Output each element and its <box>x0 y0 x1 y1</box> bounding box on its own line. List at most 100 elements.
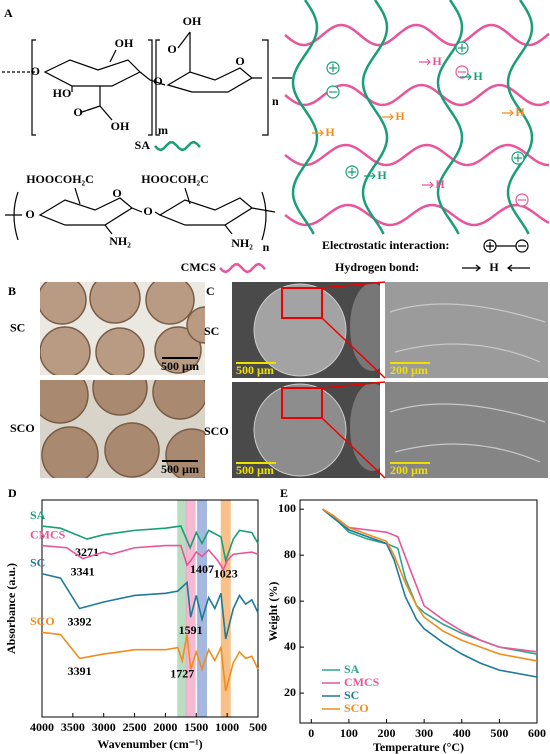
h-bond-arrow <box>460 73 472 81</box>
series-line <box>41 525 259 564</box>
panel-label: D <box>8 486 17 500</box>
series-label: SCO <box>30 614 55 628</box>
scale-bar <box>390 462 430 464</box>
bead <box>186 306 205 344</box>
y-tick-label: 40 <box>284 639 296 653</box>
panel-label: E <box>280 486 288 500</box>
bead <box>154 326 202 374</box>
cmcs-chain <box>284 23 550 47</box>
chem-label: OH <box>115 36 134 50</box>
peak-band <box>185 500 196 717</box>
cmcs-wave <box>219 262 266 274</box>
bracket <box>155 39 269 136</box>
x-tick-label: 4000 <box>30 720 54 734</box>
sa-chain <box>436 0 464 235</box>
bracket <box>5 191 276 241</box>
zoom-box <box>281 387 323 419</box>
chem-label: OH <box>183 14 202 28</box>
x-tick-label: 1000 <box>215 720 239 734</box>
x-axis-label: Temperature (°C) <box>373 740 464 754</box>
x-tick-label: 2000 <box>153 720 177 734</box>
peak-label: 1591 <box>179 623 203 637</box>
x-tick-label: 2500 <box>123 720 147 734</box>
scale-label: 500 µm <box>236 363 274 377</box>
peak-band <box>220 500 231 717</box>
charge-sign <box>514 154 522 162</box>
bead <box>95 327 145 375</box>
legend-label: Hydrogen bond: <box>335 260 419 274</box>
scale-label: 500 µm <box>161 359 199 373</box>
x-tick-label: 500 <box>249 720 267 734</box>
hydrogen-label: H <box>432 54 442 68</box>
legend-label: SC <box>344 688 359 702</box>
x-tick-label: 400 <box>453 726 471 740</box>
scale-bar <box>162 357 198 359</box>
x-axis-label: Wavenumber (cm⁻¹) <box>97 737 202 751</box>
scale-bar <box>236 462 276 464</box>
peak-label: 1407 <box>190 562 214 576</box>
x-tick-label: 100 <box>340 726 358 740</box>
bead <box>165 428 205 478</box>
zoom-line <box>321 281 386 379</box>
x-tick-label: 200 <box>378 726 396 740</box>
peak-label: 1727 <box>170 666 194 680</box>
y-tick-label: 100 <box>278 501 296 515</box>
chem-label: O <box>235 54 244 68</box>
series-label: SA <box>30 508 46 522</box>
hydrogen-label: H <box>473 69 483 83</box>
chem-label: NH₂ <box>231 236 253 250</box>
row-label: SC <box>10 320 25 334</box>
row-label: SC <box>204 324 219 338</box>
chem-label: n <box>272 94 279 108</box>
bead <box>89 282 141 324</box>
legend-label: CMCS <box>344 675 380 689</box>
charge-sign <box>348 168 356 176</box>
panel-label: C <box>206 284 215 298</box>
h-bond-arrow <box>382 113 394 121</box>
charge-sign <box>458 44 466 52</box>
hydrogen-label: H <box>377 168 387 182</box>
sa-wave <box>154 140 201 152</box>
series-line <box>41 573 259 640</box>
peak-label: 3391 <box>68 664 92 678</box>
sem-texture <box>389 303 546 363</box>
beads <box>40 380 205 478</box>
charge-sign <box>486 242 494 250</box>
bead <box>152 380 205 420</box>
scale-bar <box>390 362 430 364</box>
bead <box>41 426 99 478</box>
row-label: SCO <box>204 424 229 438</box>
ring <box>158 187 254 235</box>
row-label: SCO <box>10 421 35 435</box>
sa-chain <box>506 0 534 235</box>
zoom-line <box>321 381 386 479</box>
scale-label: 500 µm <box>236 463 274 477</box>
legend-label: Electrostatic interaction: <box>322 238 449 252</box>
x-tick-label: 500 <box>490 726 508 740</box>
series-line <box>41 544 259 572</box>
chem-label: n <box>263 240 270 254</box>
scale-label: 200 µm <box>390 463 428 477</box>
peak-label: 1023 <box>214 567 238 581</box>
chem-label: O <box>73 105 82 119</box>
plot-frame <box>299 499 538 724</box>
hydrogen-label: H <box>489 260 499 274</box>
chem-label: O <box>143 204 152 218</box>
peak-label: 3341 <box>71 564 95 578</box>
y-tick-label: 60 <box>284 593 296 607</box>
bead <box>104 422 160 478</box>
y-axis-label: Weight (%) <box>266 582 280 642</box>
chem-label: m <box>158 123 168 137</box>
hydrogen-label: H <box>395 109 405 123</box>
series-line <box>41 631 259 692</box>
cmcs-chain <box>284 143 550 167</box>
x-tick-label: 3000 <box>92 720 116 734</box>
plot-frame <box>41 499 259 718</box>
peak-band <box>197 500 208 717</box>
bead <box>40 380 89 424</box>
y-tick-label: 80 <box>284 547 296 561</box>
scale-label: 500 µm <box>161 462 199 476</box>
h-bond-arrow <box>502 109 514 117</box>
scale-bar <box>236 362 276 364</box>
